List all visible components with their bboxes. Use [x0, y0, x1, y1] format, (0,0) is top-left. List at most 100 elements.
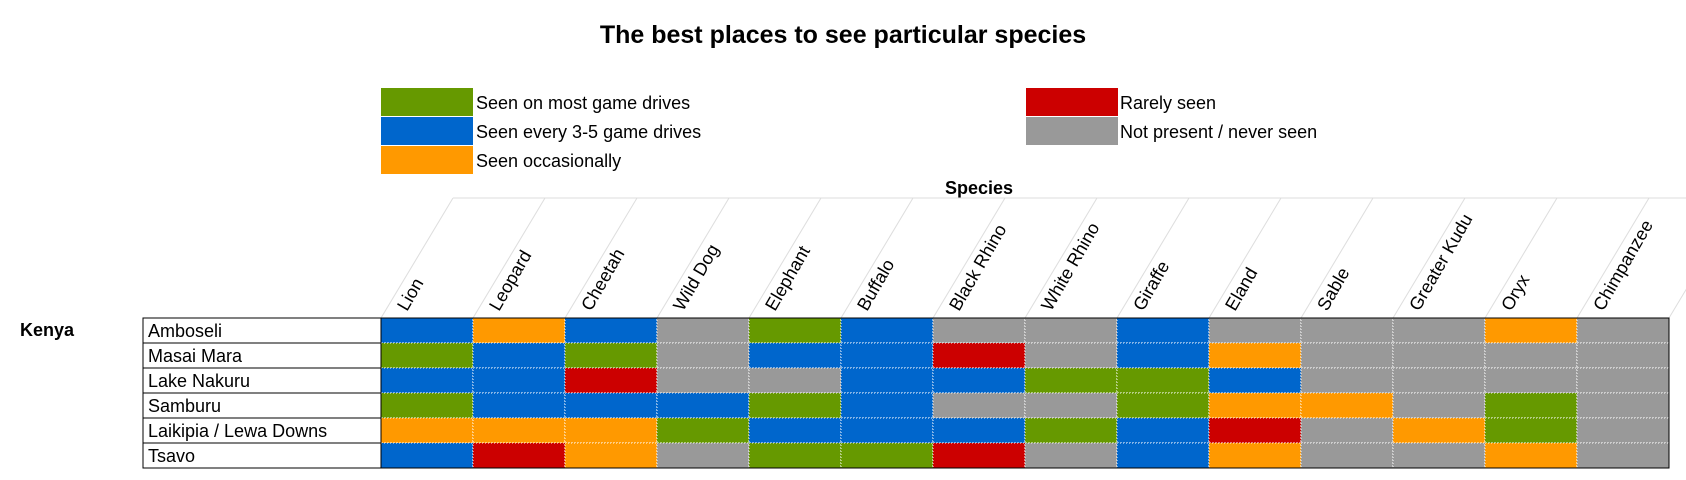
species-header-divider: [1116, 197, 1190, 319]
cell-samburu-eland: [1208, 392, 1302, 419]
cell-amboseli-eland: [1208, 317, 1302, 344]
cell-lake-nakuru-black-rhino: [932, 367, 1026, 394]
cell-lake-nakuru-greater-kudu: [1392, 367, 1486, 394]
legend-swatch-red: [1026, 88, 1118, 116]
species-label-chimpanzee: Chimpanzee: [1589, 216, 1657, 314]
cell-laikipia-lewa-downs-eland: [1208, 417, 1302, 444]
cell-lake-nakuru-giraffe: [1116, 367, 1210, 394]
cell-samburu-elephant: [748, 392, 842, 419]
row-label-lake-nakuru: Lake Nakuru: [148, 371, 250, 391]
cell-laikipia-lewa-downs-black-rhino: [932, 417, 1026, 444]
row-label-laikipia-lewa-downs: Laikipia / Lewa Downs: [148, 421, 327, 441]
species-header-divider: [656, 197, 730, 319]
species-label-buffalo: Buffalo: [853, 256, 898, 314]
cell-amboseli-chimpanzee: [1576, 317, 1670, 344]
cell-amboseli-wild-dog: [656, 317, 750, 344]
cell-masai-mara-leopard: [472, 342, 566, 369]
species-header-divider: [932, 197, 1006, 319]
cell-masai-mara-white-rhino: [1024, 342, 1118, 369]
species-label-oryx: Oryx: [1497, 271, 1533, 314]
cell-amboseli-cheetah: [564, 317, 658, 344]
row-label-box: [142, 442, 382, 469]
row-label-box: [142, 417, 382, 444]
species-header-divider: [1576, 197, 1650, 319]
cell-laikipia-lewa-downs-elephant: [748, 417, 842, 444]
cell-laikipia-lewa-downs-chimpanzee: [1576, 417, 1670, 444]
cell-samburu-oryx: [1484, 392, 1578, 419]
species-header-divider: [1484, 197, 1558, 319]
cell-masai-mara-elephant: [748, 342, 842, 369]
cell-tsavo-greater-kudu: [1392, 442, 1486, 469]
legend-label-green: Seen on most game drives: [476, 93, 690, 113]
cell-masai-mara-chimpanzee: [1576, 342, 1670, 369]
cell-laikipia-lewa-downs-wild-dog: [656, 417, 750, 444]
cell-laikipia-lewa-downs-greater-kudu: [1392, 417, 1486, 444]
species-header-divider: [1024, 197, 1098, 319]
cell-laikipia-lewa-downs-sable: [1300, 417, 1394, 444]
species-header-divider: [748, 197, 822, 319]
species-label-eland: Eland: [1221, 264, 1261, 314]
cell-lake-nakuru-elephant: [748, 367, 842, 394]
cell-tsavo-chimpanzee: [1576, 442, 1670, 469]
legend-swatch-blue: [381, 117, 473, 145]
species-header-divider: [1392, 197, 1466, 319]
cell-masai-mara-lion: [380, 342, 474, 369]
cell-samburu-black-rhino: [932, 392, 1026, 419]
row-labels: Amboseli Masai Mara Lake Nakuru Samburu Laik…: [142, 317, 382, 469]
species-header-divider: [564, 197, 638, 319]
cell-amboseli-greater-kudu: [1392, 317, 1486, 344]
cell-samburu-leopard: [472, 392, 566, 419]
row-label-box: [142, 367, 382, 394]
cell-masai-mara-giraffe: [1116, 342, 1210, 369]
row-label-masai-mara: Masai Mara: [148, 346, 243, 366]
cell-tsavo-white-rhino: [1024, 442, 1118, 469]
cell-amboseli-buffalo: [840, 317, 934, 344]
cell-samburu-giraffe: [1116, 392, 1210, 419]
cell-masai-mara-oryx: [1484, 342, 1578, 369]
cell-lake-nakuru-wild-dog: [656, 367, 750, 394]
species-label-sable: Sable: [1313, 264, 1353, 314]
cell-laikipia-lewa-downs-white-rhino: [1024, 417, 1118, 444]
species-header-divider: [1208, 197, 1282, 319]
cell-lake-nakuru-eland: [1208, 367, 1302, 394]
cell-tsavo-black-rhino: [932, 442, 1026, 469]
species-label-leopard: Leopard: [485, 247, 535, 314]
row-label-box: [142, 392, 382, 419]
cell-tsavo-elephant: [748, 442, 842, 469]
cell-masai-mara-buffalo: [840, 342, 934, 369]
cell-tsavo-buffalo: [840, 442, 934, 469]
legend-label-blue: Seen every 3-5 game drives: [476, 122, 701, 142]
species-header-divider: [1668, 288, 1686, 319]
cell-lake-nakuru-chimpanzee: [1576, 367, 1670, 394]
cell-amboseli-giraffe: [1116, 317, 1210, 344]
cell-amboseli-lion: [380, 317, 474, 344]
row-label-tsavo: Tsavo: [148, 446, 195, 466]
species-header-divider: [472, 197, 546, 319]
species-header-divider: [840, 197, 914, 319]
species-label-wild-dog: Wild Dog: [669, 241, 723, 314]
cell-tsavo-eland: [1208, 442, 1302, 469]
cell-samburu-buffalo: [840, 392, 934, 419]
cell-masai-mara-black-rhino: [932, 342, 1026, 369]
cell-masai-mara-greater-kudu: [1392, 342, 1486, 369]
chart-title: The best places to see particular specie…: [600, 21, 1086, 49]
legend-swatch-green: [381, 88, 473, 116]
cell-lake-nakuru-cheetah: [564, 367, 658, 394]
cell-laikipia-lewa-downs-leopard: [472, 417, 566, 444]
cell-amboseli-oryx: [1484, 317, 1578, 344]
cell-tsavo-sable: [1300, 442, 1394, 469]
cell-laikipia-lewa-downs-lion: [380, 417, 474, 444]
cell-masai-mara-sable: [1300, 342, 1394, 369]
row-label-samburu: Samburu: [148, 396, 221, 416]
species-label-giraffe: Giraffe: [1129, 257, 1173, 314]
cell-samburu-sable: [1300, 392, 1394, 419]
cell-amboseli-white-rhino: [1024, 317, 1118, 344]
cell-lake-nakuru-oryx: [1484, 367, 1578, 394]
cell-tsavo-lion: [380, 442, 474, 469]
cell-samburu-lion: [380, 392, 474, 419]
cell-laikipia-lewa-downs-buffalo: [840, 417, 934, 444]
legend-swatch-orange: [381, 146, 473, 174]
legend-label-red: Rarely seen: [1120, 93, 1216, 113]
cell-tsavo-giraffe: [1116, 442, 1210, 469]
